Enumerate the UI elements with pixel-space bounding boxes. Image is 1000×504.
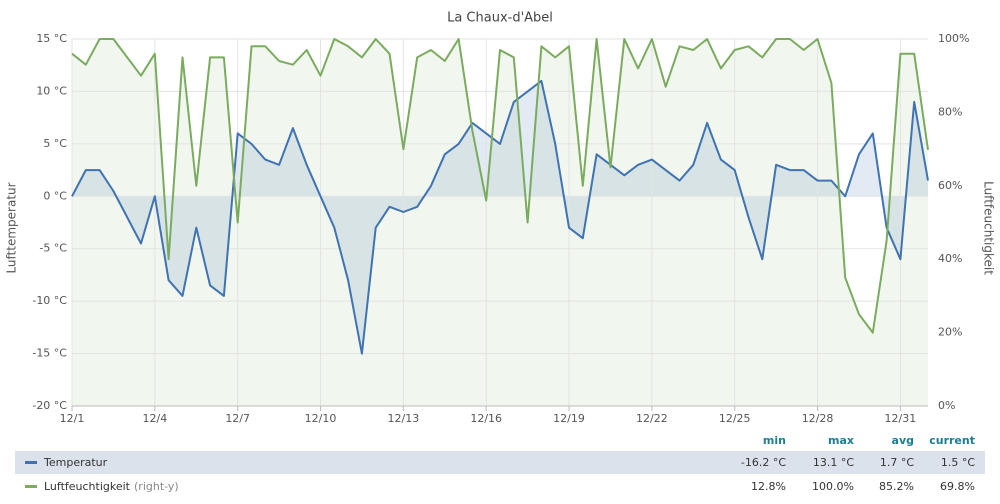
table-value: -16.2 °C bbox=[741, 456, 786, 469]
table-value: 1.5 °C bbox=[941, 456, 975, 469]
x-tick-label: 12/4 bbox=[142, 412, 167, 425]
table-value: 85.2% bbox=[879, 480, 914, 493]
x-tick-label: 12/22 bbox=[636, 412, 668, 425]
x-tick-label: 12/16 bbox=[470, 412, 502, 425]
y-tick-label: -5 °C bbox=[39, 242, 67, 255]
series-line bbox=[71, 38, 929, 334]
x-tick-label: 12/19 bbox=[553, 412, 585, 425]
y-tick-label: -15 °C bbox=[32, 347, 67, 360]
table-value: 13.1 °C bbox=[813, 456, 854, 469]
table-header: min bbox=[763, 434, 786, 447]
y-tick-label: 5 °C bbox=[43, 137, 67, 150]
y-tick-label: 0 °C bbox=[43, 189, 67, 202]
x-tick-label: 12/31 bbox=[885, 412, 917, 425]
table-header: max bbox=[828, 434, 854, 447]
y2-tick-label: 80% bbox=[938, 105, 962, 118]
x-tick-label: 12/1 bbox=[60, 412, 85, 425]
y2-tick-label: 0% bbox=[938, 399, 955, 412]
table-value: 1.7 °C bbox=[880, 456, 914, 469]
x-tick-label: 12/25 bbox=[719, 412, 751, 425]
y-axis-title: Lufttemperatur bbox=[5, 182, 19, 273]
x-tick-label: 12/7 bbox=[225, 412, 250, 425]
table-value: 100.0% bbox=[812, 480, 854, 493]
legend-label: Luftfeuchtigkeit bbox=[44, 480, 131, 493]
table-header: avg bbox=[892, 434, 914, 447]
chart-title: La Chaux-d'Abel bbox=[447, 11, 553, 26]
y-tick-label: -20 °C bbox=[32, 399, 67, 412]
legend-note: (right-y) bbox=[134, 480, 179, 493]
series-line bbox=[71, 79, 929, 355]
y-tick-label: -10 °C bbox=[32, 294, 67, 307]
x-tick-label: 12/10 bbox=[305, 412, 337, 425]
table-header: current bbox=[929, 434, 975, 447]
series-area bbox=[72, 39, 928, 406]
x-tick-label: 12/28 bbox=[802, 412, 834, 425]
legend-label: Temperatur bbox=[43, 456, 108, 469]
y2-tick-label: 40% bbox=[938, 252, 962, 265]
y2-axis-title: Luftfeuchtigkeit bbox=[982, 181, 996, 275]
legend-swatch bbox=[25, 485, 37, 488]
y-tick-label: 10 °C bbox=[36, 84, 67, 97]
table-row-bg bbox=[15, 451, 985, 474]
y2-tick-label: 100% bbox=[938, 32, 969, 45]
y-tick-label: 15 °C bbox=[36, 32, 67, 45]
y2-tick-label: 20% bbox=[938, 326, 962, 339]
x-tick-label: 12/13 bbox=[388, 412, 420, 425]
legend-label: Luftfeuchtigkeit (right-y) bbox=[44, 480, 179, 493]
legend-swatch bbox=[25, 461, 37, 464]
table-value: 12.8% bbox=[751, 480, 786, 493]
y2-tick-label: 60% bbox=[938, 179, 962, 192]
table-value: 69.8% bbox=[940, 480, 975, 493]
